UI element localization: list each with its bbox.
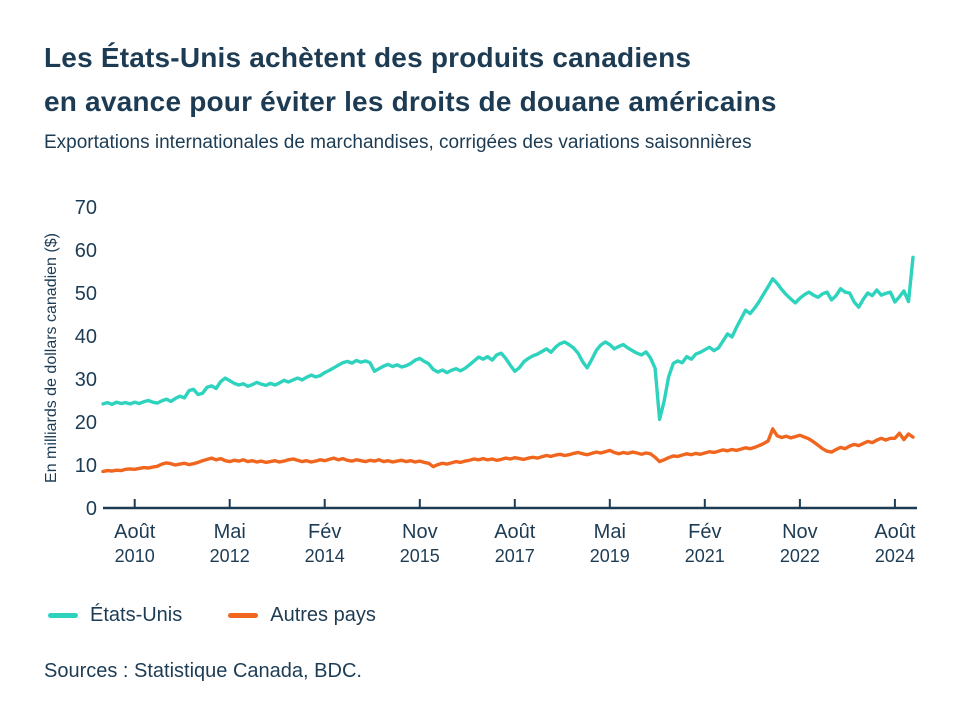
y-axis-title: En milliards de dollars canadien ($) — [43, 233, 60, 483]
y-tick-label: 30 — [75, 369, 97, 391]
y-tick-label: 10 — [75, 455, 97, 477]
title-line-2: en avance pour éviter les droits de doua… — [44, 86, 777, 117]
x-tick-year-label: 2012 — [210, 546, 250, 566]
x-tick-year-label: 2015 — [400, 546, 440, 566]
y-tick-label: 70 — [75, 197, 97, 219]
source-text: Sources : Statistique Canada, BDC. — [44, 660, 362, 682]
title-line-1: Les États-Unis achètent des produits can… — [44, 42, 692, 73]
chart-subtitle: Exportations internationales de marchand… — [44, 132, 752, 153]
x-tick-month-label: Fév — [308, 521, 341, 543]
x-tick-month-label: Mai — [214, 521, 246, 543]
x-tick-month-label: Nov — [782, 521, 818, 543]
x-tick-year-label: 2019 — [590, 546, 630, 566]
series-line-etats-unis — [101, 255, 915, 422]
legend-swatch-etats-unis — [48, 613, 78, 618]
legend-label-etats-unis: États-Unis — [90, 604, 183, 626]
x-tick-month-label: Août — [874, 521, 916, 543]
x-tick-year-label: 2017 — [495, 546, 535, 566]
x-tick-month-label: Nov — [402, 521, 438, 543]
x-tick-year-label: 2010 — [115, 546, 155, 566]
legend-label-autres-pays: Autres pays — [270, 604, 376, 626]
chart-legend: États-Unis Autres pays — [48, 604, 376, 627]
x-tick-year-label: 2022 — [780, 546, 820, 566]
y-tick-label: 0 — [86, 498, 97, 520]
y-tick-label: 20 — [75, 412, 97, 434]
legend-item-autres-pays: Autres pays — [228, 604, 376, 627]
legend-item-etats-unis: États-Unis — [48, 604, 182, 627]
x-tick-year-label: 2014 — [305, 546, 345, 566]
x-tick-year-label: 2021 — [685, 546, 725, 566]
x-tick-year-label: 2024 — [875, 546, 915, 566]
page-title: Les États-Unis achètent des produits can… — [44, 36, 777, 124]
x-tick-month-label: Août — [494, 521, 536, 543]
x-tick-month-label: Fév — [688, 521, 721, 543]
y-tick-label: 50 — [75, 283, 97, 305]
y-tick-label: 60 — [75, 240, 97, 262]
legend-swatch-autres-pays — [228, 613, 259, 618]
y-tick-label: 40 — [75, 326, 97, 348]
x-tick-month-label: Mai — [594, 521, 626, 543]
x-tick-month-label: Août — [114, 521, 156, 543]
series-line-autres-pays — [101, 427, 915, 474]
